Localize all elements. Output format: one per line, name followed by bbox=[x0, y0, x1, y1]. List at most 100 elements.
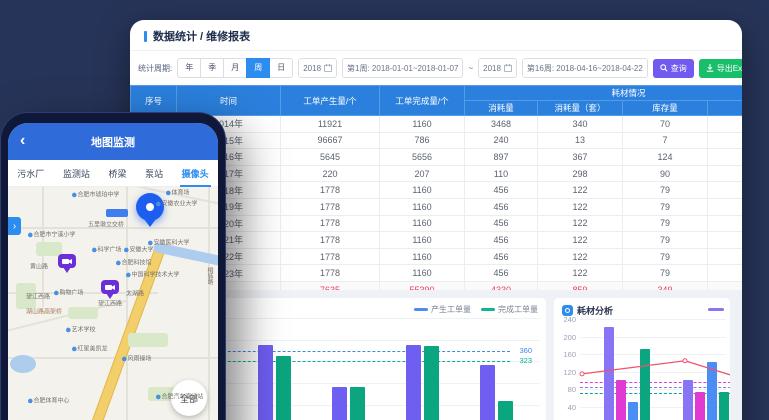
query-button[interactable]: 查询 bbox=[652, 58, 694, 78]
map-label: 安徽大学 bbox=[124, 244, 153, 253]
gridline bbox=[148, 339, 540, 341]
phone-tab-0[interactable]: 污水厂 bbox=[17, 168, 45, 179]
gridline bbox=[580, 354, 726, 356]
workorder-chart-plot: 360 323 bbox=[148, 318, 540, 420]
bar bbox=[276, 355, 291, 420]
week-end-input[interactable]: 第16周: 2018-04-16~2018-04-22 bbox=[521, 58, 648, 78]
map-road bbox=[8, 357, 218, 359]
map-label: 体育场 bbox=[166, 187, 189, 196]
map-label: 合肥汽车客运站 bbox=[156, 391, 203, 400]
camera-icon bbox=[105, 284, 115, 290]
breadcrumb-text: 数据统计 / 维修报表 bbox=[153, 31, 251, 43]
phone-tab-2[interactable]: 桥梁 bbox=[108, 168, 127, 179]
map-park bbox=[36, 242, 62, 256]
trend-line bbox=[579, 358, 730, 377]
map-label: 合肥市琥珀中学 bbox=[72, 189, 119, 198]
bar bbox=[350, 387, 365, 420]
map-road bbox=[208, 187, 210, 420]
bar bbox=[695, 391, 705, 420]
y-tick-label: 120 bbox=[563, 367, 576, 377]
table-row: 12014年119211160346834070250 bbox=[130, 115, 742, 133]
camera-marker[interactable] bbox=[58, 254, 76, 273]
year-end-input[interactable]: 2018 bbox=[478, 58, 517, 78]
download-icon bbox=[706, 64, 713, 72]
week-start-input[interactable]: 第1周: 2018-01-01~2018-01-07 bbox=[342, 58, 464, 78]
year-end-value: 2018 bbox=[483, 63, 501, 73]
gridline bbox=[148, 318, 540, 319]
gridline bbox=[148, 361, 540, 363]
gridline bbox=[580, 406, 726, 408]
period-option-0[interactable]: 年 bbox=[177, 58, 202, 78]
export-label: 导出Excel bbox=[716, 63, 742, 73]
show-all-button[interactable]: 全部 bbox=[171, 380, 207, 416]
map[interactable]: 全部 › 合肥市琥珀中学 体育场 安徽农业大学 五里墩立交桥 安徽医科大学 合肥市宁溪小学… bbox=[8, 187, 218, 420]
table-row: 72020年177811604561227967 bbox=[130, 214, 742, 233]
year-start-value: 2018 bbox=[303, 63, 322, 73]
table-row: 22015年96667786240137650 bbox=[130, 131, 742, 150]
col-header: 工单产生量/个 bbox=[280, 85, 380, 116]
gridline bbox=[148, 383, 540, 384]
gridline bbox=[580, 336, 726, 338]
table-row: 82021年177811604561227967 bbox=[130, 231, 742, 249]
phone-screen: ‹ 地图监测 污水厂 监测站 桥梁 泵站 摄像头 bbox=[8, 123, 218, 420]
phone-tabs: 污水厂 监测站 桥梁 泵站 摄像头 bbox=[8, 160, 218, 187]
expand-button[interactable]: › bbox=[8, 217, 21, 235]
map-label: 合肥科技馆 bbox=[116, 257, 151, 266]
period-option-1[interactable]: 季 bbox=[200, 58, 225, 78]
bar bbox=[332, 387, 347, 420]
map-label: 合肥市宁溪小学 bbox=[28, 229, 75, 238]
reference-line-label: 360 bbox=[519, 345, 532, 355]
col-header: 工单完成量/个 bbox=[379, 85, 465, 116]
phone-tab-4[interactable]: 摄像头 bbox=[179, 160, 211, 187]
legend-swatch bbox=[481, 308, 495, 311]
phone-tab-1[interactable]: 监测站 bbox=[62, 168, 90, 179]
bar bbox=[719, 391, 729, 420]
y-tick-label: 240 bbox=[563, 315, 576, 325]
period-option-2[interactable]: 月 bbox=[223, 58, 248, 78]
map-label: 安徽医科大学 bbox=[148, 237, 189, 246]
map-label: 合肥体育中心 bbox=[28, 395, 69, 404]
bar bbox=[258, 345, 273, 420]
map-label: 中国科学技术大学 bbox=[126, 269, 179, 278]
period-option-3[interactable]: 周 bbox=[246, 58, 271, 78]
map-label: 望江西路 bbox=[26, 293, 50, 301]
map-label: 太湖路 bbox=[126, 290, 144, 298]
y-tick-label: 160 bbox=[563, 350, 576, 360]
sub-col-header: 库存量 bbox=[622, 100, 708, 116]
highlighted-map-label bbox=[106, 209, 128, 217]
legend-label: 产生工单量 bbox=[431, 305, 471, 314]
map-label: 安徽农业大学 bbox=[156, 198, 197, 207]
legend-label: 完成工单量 bbox=[498, 305, 538, 314]
phone-tab-3[interactable]: 泵站 bbox=[145, 168, 164, 179]
export-excel-button[interactable]: 导出Excel bbox=[698, 58, 742, 78]
phone-mockup: ‹ 地图监测 污水厂 监测站 桥梁 泵站 摄像头 bbox=[0, 112, 226, 420]
map-label: 湖山路高架桥 bbox=[26, 308, 62, 316]
location-pin[interactable] bbox=[136, 193, 164, 227]
search-icon bbox=[660, 64, 668, 72]
reference-line bbox=[148, 350, 510, 352]
map-road bbox=[126, 187, 128, 420]
reference-line bbox=[580, 392, 730, 394]
reference-line bbox=[580, 381, 730, 383]
map-road bbox=[8, 292, 158, 294]
bar bbox=[640, 349, 650, 420]
consumable-chart-panel: 耗材分析 40 80 120 160 200 240 bbox=[554, 298, 730, 420]
gridline bbox=[580, 371, 726, 373]
col-header: 序号 bbox=[130, 85, 177, 116]
y-tick-label: 40 bbox=[567, 402, 576, 412]
back-icon[interactable]: ‹ bbox=[20, 131, 26, 149]
camera-marker[interactable] bbox=[101, 280, 119, 299]
pie-icon bbox=[562, 305, 573, 316]
period-option-4[interactable]: 日 bbox=[269, 58, 294, 78]
breadcrumb: 数据统计 / 维修报表 bbox=[130, 20, 742, 51]
filter-bar: 统计周期: 年季月周日 2018 第1周: 2018-01-01~2018-01… bbox=[130, 51, 742, 85]
map-label: 红星美凯龙 bbox=[72, 343, 107, 352]
legend-item: 完成工单量 bbox=[481, 304, 538, 315]
map-label: 科学广场 bbox=[92, 244, 121, 253]
bar bbox=[480, 365, 495, 420]
map-label: 风雨操场 bbox=[122, 353, 151, 362]
year-start-input[interactable]: 2018 bbox=[298, 58, 338, 78]
bar bbox=[424, 345, 439, 420]
bar bbox=[707, 361, 717, 420]
range-separator: ~ bbox=[468, 63, 474, 73]
